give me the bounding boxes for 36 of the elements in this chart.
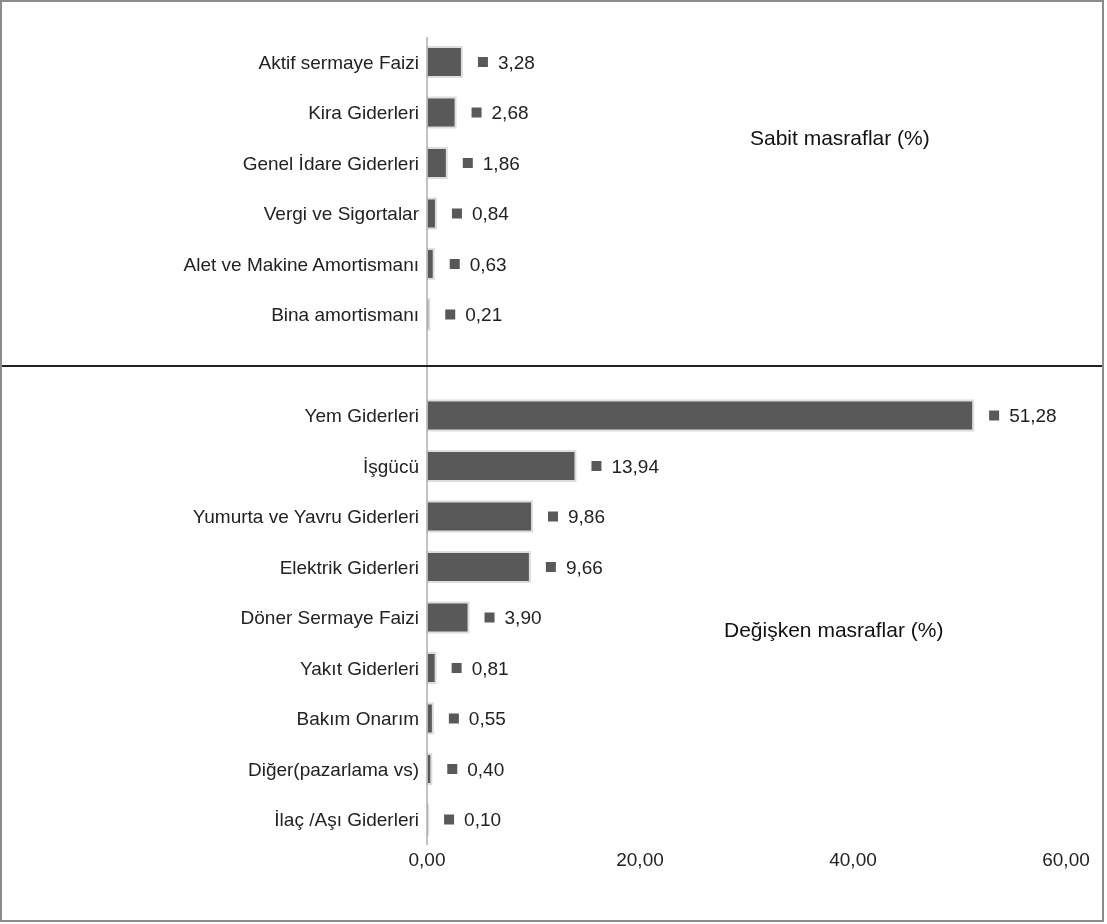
y-tick-label: Bina amortismanı [271, 304, 419, 326]
data-label: 9,66 [565, 556, 603, 578]
y-tick-label: Döner Sermaye Faizi [240, 607, 419, 629]
data-label: 3,28 [497, 51, 535, 73]
y-tick-label: Aktif sermaye Faizi [258, 52, 419, 73]
data-label: 0,55 [468, 708, 506, 729]
y-tick-label: Yakıt Giderleri [300, 657, 419, 679]
y-tick-label: Elektrik Giderleri [279, 556, 419, 578]
y-tick-label: Kira Giderleri [308, 102, 419, 124]
x-tick-label: 0,00 [408, 849, 446, 871]
y-tick-label: Diğer(pazarlama vs) [247, 758, 419, 780]
data-label: 0,81 [471, 657, 509, 679]
x-tick-label: 40,00 [829, 849, 877, 871]
annotation: Değişken masraflar (%) [724, 617, 944, 642]
y-tick-label: Bakım Onarım [296, 708, 419, 730]
y-tick-label: İlaç /Aşı Giderleri [274, 809, 419, 831]
data-label: 0,84 [471, 203, 510, 224]
y-tick-label: Vergi ve Sigortalar [263, 203, 420, 225]
data-label: 0,40 [467, 758, 505, 780]
data-label: 0,21 [465, 304, 503, 325]
annotation: Sabit masraflar (%) [750, 126, 930, 150]
y-tick-label: Genel İdare Giderleri [242, 152, 419, 174]
x-tick-label: 60,00 [1042, 849, 1090, 871]
data-label: 1,86 [482, 152, 520, 174]
data-label: 0,10 [464, 809, 502, 830]
x-tick-label: 20,00 [616, 849, 664, 871]
data-label: 13,94 [611, 455, 660, 477]
y-tick-label: İşgücü [363, 455, 419, 477]
data-label: 9,86 [568, 506, 605, 527]
y-tick-label: Alet ve Makine Amortismanı [183, 253, 419, 275]
y-tick-label: Yumurta ve Yavru Giderleri [192, 506, 419, 528]
y-tick-label: Yem Giderleri [304, 405, 419, 427]
data-label: 2,68 [491, 102, 529, 123]
data-label: 51,28 [1009, 405, 1057, 426]
data-label: 3,90 [504, 607, 542, 628]
data-label: 0,63 [469, 253, 507, 275]
